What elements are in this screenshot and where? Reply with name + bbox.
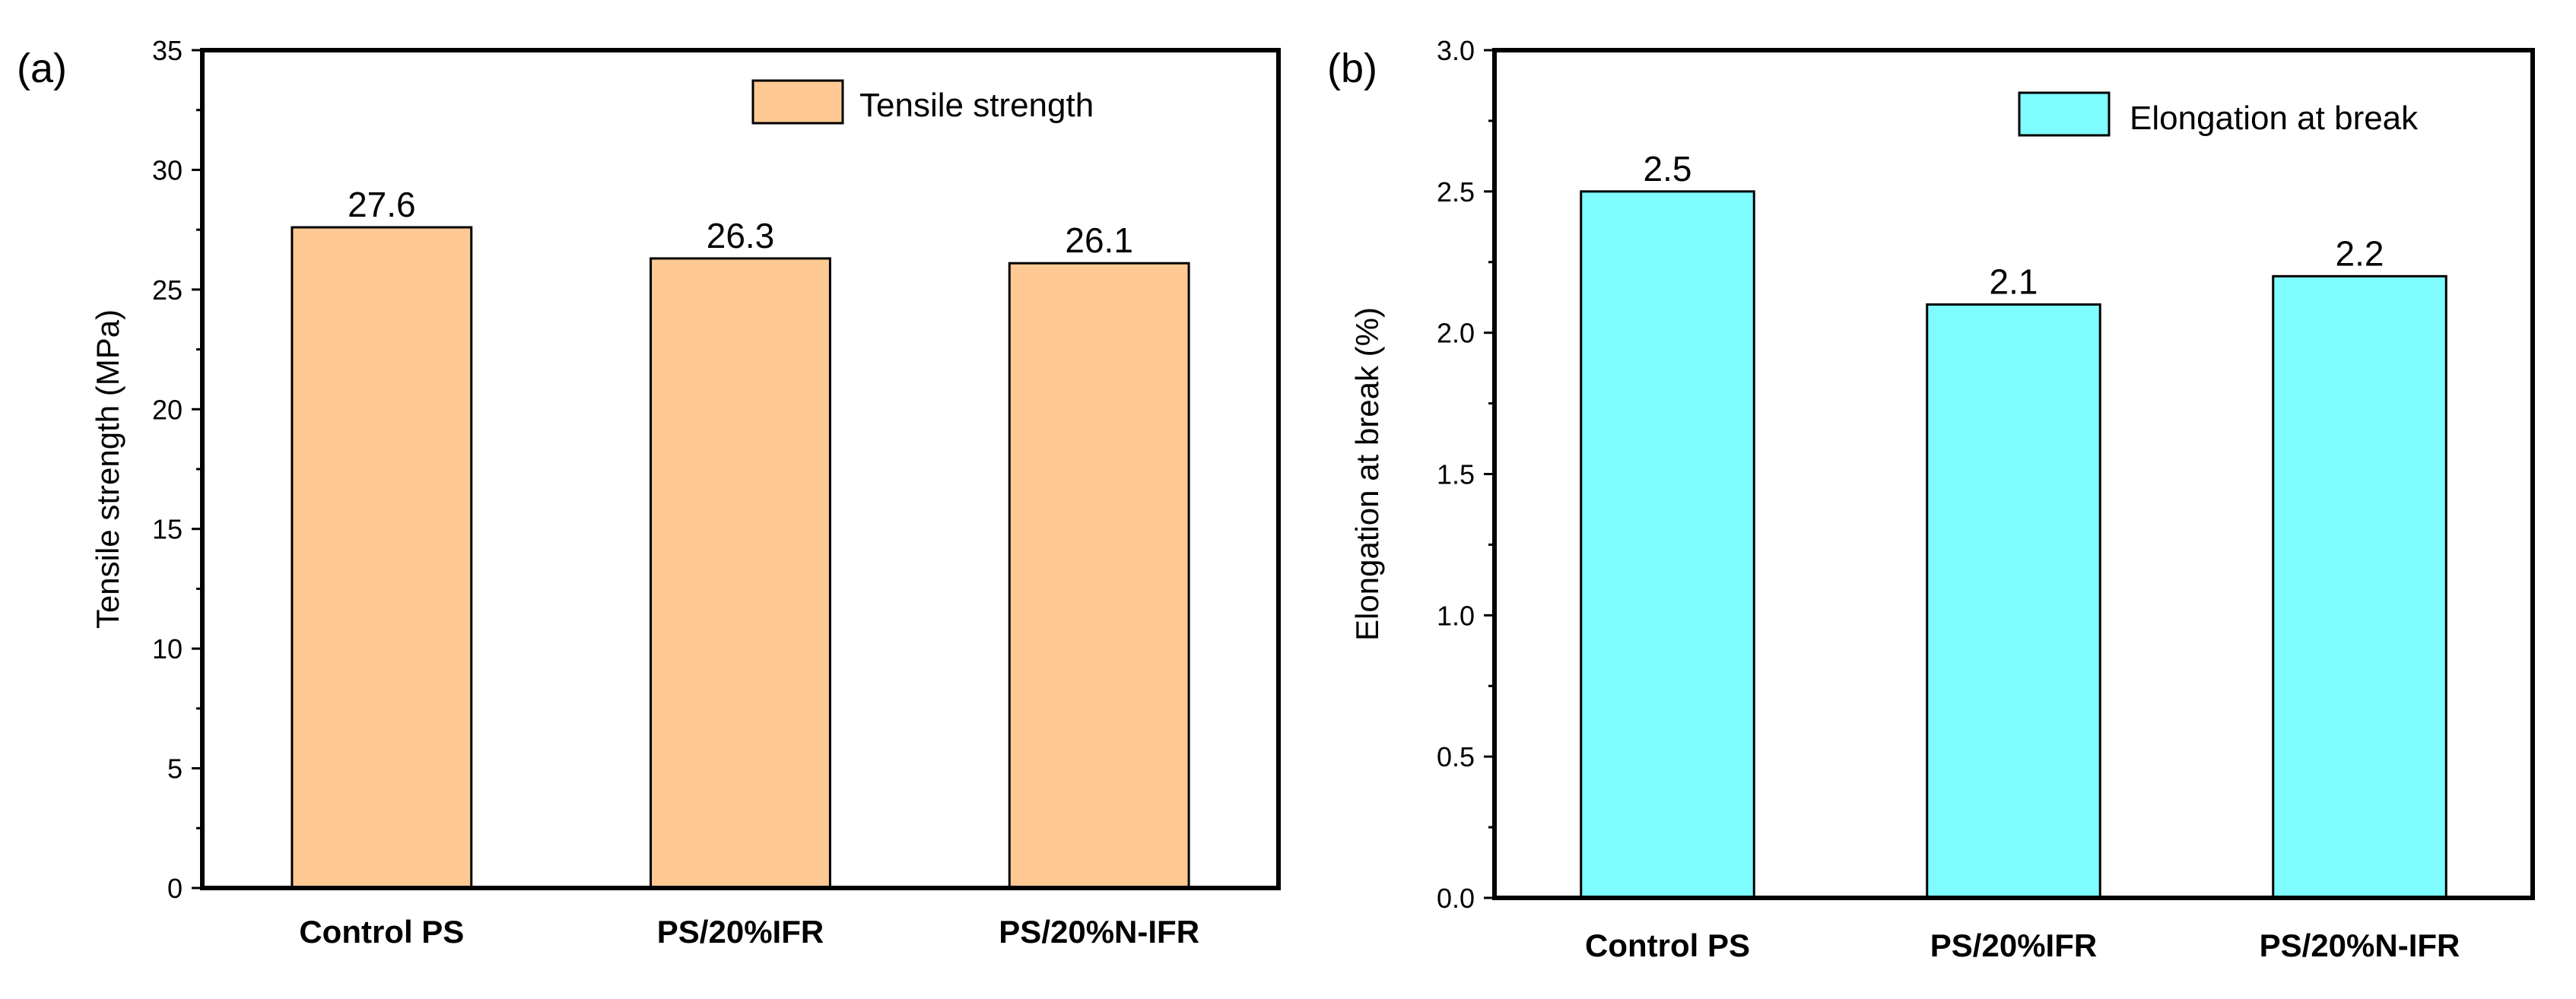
plot-frame [1492, 48, 2535, 900]
y-tick-label: 5 [167, 753, 183, 785]
y-tick-label: 0 [167, 873, 183, 904]
x-tick-label: Control PS [299, 914, 464, 950]
y-axis-title: Elongation at break (%) [1349, 307, 1385, 641]
chart-tensile-strength: (a) 27.6 Control PS 26.3 PS/20%IFR 26.1 PS/20%… [17, 35, 1281, 950]
panel-label: (b) [1327, 46, 1377, 91]
legend-swatch [2018, 91, 2111, 137]
x-tick-label: PS/20%N-IFR [999, 914, 1199, 950]
y-tick-label: 0.5 [1437, 741, 1475, 772]
y-tick-label: 25 [152, 274, 183, 306]
bar-value-label: 2.5 [1644, 149, 1692, 189]
bar-2 [650, 257, 831, 890]
y-tick-label: 3.0 [1437, 35, 1475, 66]
legend-label: Elongation at break [2130, 100, 2419, 137]
bar-value-label: 2.1 [1990, 262, 2038, 302]
x-tick-label: Control PS [1585, 928, 1750, 963]
x-tick-label: PS/20%IFR [1930, 928, 2097, 963]
y-tick-label: 35 [152, 35, 183, 66]
plot-frame [200, 48, 1281, 890]
y-tick-label: 0.0 [1437, 883, 1475, 914]
bar-3 [1008, 262, 1190, 890]
bar-value-label: 26.1 [1065, 220, 1133, 260]
panel-label: (a) [17, 46, 67, 91]
y-axis-title: Tensile strength (MPa) [90, 309, 125, 629]
bar-value-label: 2.2 [2336, 233, 2384, 273]
y-tick-label: 15 [152, 514, 183, 545]
bar-2 [1926, 303, 2101, 899]
bar-1 [1580, 190, 1755, 899]
y-tick-label: 1.0 [1437, 600, 1475, 631]
y-tick-label: 30 [152, 154, 183, 186]
y-tick-label: 1.5 [1437, 459, 1475, 490]
x-tick-label: PS/20%IFR [657, 914, 824, 950]
bar-value-label: 26.3 [707, 216, 775, 255]
y-tick-label: 20 [152, 394, 183, 425]
chart-elongation-at-break: (b) 2.5 Control PS 2.1 PS/20%IFR 2.2 PS/20%N-I… [1327, 35, 2535, 963]
legend-swatch [751, 79, 844, 125]
y-tick-label: 10 [152, 633, 183, 664]
y-tick-label: 2.0 [1437, 318, 1475, 349]
bar-value-label: 27.6 [348, 185, 416, 224]
legend-label: Tensile strength [859, 87, 1094, 124]
y-tick-label: 2.5 [1437, 176, 1475, 208]
bar-3 [2272, 274, 2447, 899]
x-tick-label: PS/20%N-IFR [2260, 928, 2460, 963]
bar-1 [291, 226, 473, 890]
